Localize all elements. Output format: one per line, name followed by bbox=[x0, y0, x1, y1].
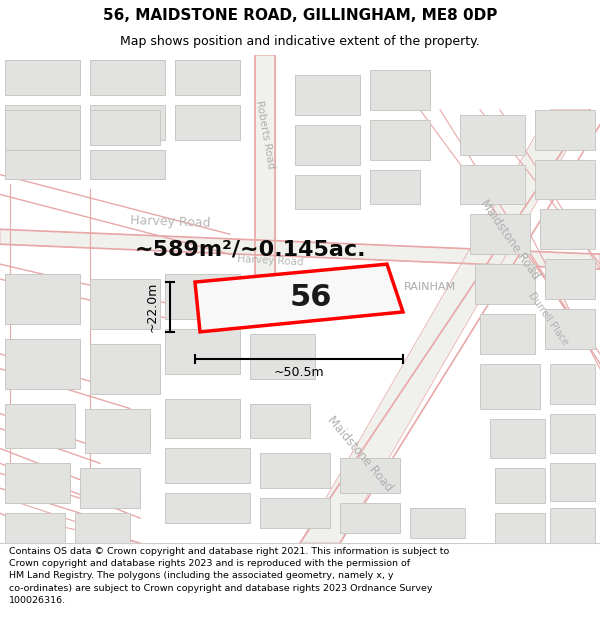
Text: 56: 56 bbox=[290, 283, 332, 312]
Text: Harvey Road: Harvey Road bbox=[236, 254, 304, 268]
Polygon shape bbox=[165, 274, 240, 319]
Polygon shape bbox=[295, 125, 360, 164]
Polygon shape bbox=[85, 409, 150, 453]
Polygon shape bbox=[410, 508, 465, 538]
Polygon shape bbox=[5, 513, 65, 543]
Polygon shape bbox=[5, 339, 80, 389]
Text: Durrell Place: Durrell Place bbox=[526, 291, 570, 348]
Polygon shape bbox=[475, 264, 535, 304]
Polygon shape bbox=[165, 329, 240, 374]
Polygon shape bbox=[80, 468, 140, 508]
Polygon shape bbox=[550, 463, 595, 501]
Polygon shape bbox=[460, 164, 525, 204]
Text: ~589m²/~0.145ac.: ~589m²/~0.145ac. bbox=[134, 239, 366, 259]
Polygon shape bbox=[5, 110, 80, 149]
Polygon shape bbox=[540, 209, 595, 249]
Polygon shape bbox=[5, 463, 70, 503]
Polygon shape bbox=[250, 334, 315, 379]
Text: Maidstone Road: Maidstone Road bbox=[325, 413, 395, 494]
Polygon shape bbox=[295, 75, 360, 115]
Polygon shape bbox=[90, 149, 165, 179]
Polygon shape bbox=[165, 448, 250, 483]
Polygon shape bbox=[255, 55, 275, 274]
Polygon shape bbox=[370, 120, 430, 159]
Polygon shape bbox=[340, 458, 400, 493]
Polygon shape bbox=[535, 159, 595, 199]
Text: ~22.0m: ~22.0m bbox=[146, 282, 158, 332]
Polygon shape bbox=[460, 115, 525, 154]
Polygon shape bbox=[550, 414, 595, 453]
Polygon shape bbox=[250, 279, 310, 319]
Polygon shape bbox=[165, 399, 240, 438]
Text: Map shows position and indicative extent of the property.: Map shows position and indicative extent… bbox=[120, 35, 480, 48]
Polygon shape bbox=[75, 513, 130, 543]
Polygon shape bbox=[300, 110, 590, 543]
Polygon shape bbox=[5, 60, 80, 95]
Polygon shape bbox=[250, 404, 310, 438]
Polygon shape bbox=[0, 229, 600, 269]
Polygon shape bbox=[90, 344, 160, 394]
Text: Contains OS data © Crown copyright and database right 2021. This information is : Contains OS data © Crown copyright and d… bbox=[9, 547, 449, 605]
Polygon shape bbox=[295, 174, 360, 209]
Text: RAINHAM: RAINHAM bbox=[404, 282, 456, 292]
Polygon shape bbox=[370, 70, 430, 110]
Polygon shape bbox=[260, 453, 330, 488]
Text: Harvey Road: Harvey Road bbox=[130, 214, 211, 230]
Polygon shape bbox=[5, 149, 80, 179]
Polygon shape bbox=[5, 105, 80, 139]
Polygon shape bbox=[5, 404, 75, 448]
Polygon shape bbox=[495, 468, 545, 503]
Polygon shape bbox=[90, 110, 160, 144]
Polygon shape bbox=[90, 279, 160, 329]
Polygon shape bbox=[165, 493, 250, 523]
Polygon shape bbox=[550, 364, 595, 404]
Polygon shape bbox=[480, 364, 540, 409]
Polygon shape bbox=[535, 110, 595, 149]
Polygon shape bbox=[340, 503, 400, 533]
Polygon shape bbox=[490, 419, 545, 458]
Polygon shape bbox=[260, 498, 330, 528]
Polygon shape bbox=[470, 214, 530, 254]
Text: Roberts Road: Roberts Road bbox=[254, 100, 276, 169]
Polygon shape bbox=[175, 60, 240, 95]
Polygon shape bbox=[195, 264, 403, 332]
Polygon shape bbox=[175, 105, 240, 139]
Polygon shape bbox=[370, 169, 420, 204]
Polygon shape bbox=[90, 60, 165, 95]
Text: 56, MAIDSTONE ROAD, GILLINGHAM, ME8 0DP: 56, MAIDSTONE ROAD, GILLINGHAM, ME8 0DP bbox=[103, 8, 497, 23]
Polygon shape bbox=[545, 259, 595, 299]
Polygon shape bbox=[495, 513, 545, 543]
Text: Maidstone Road: Maidstone Road bbox=[478, 197, 542, 282]
Polygon shape bbox=[5, 274, 80, 324]
Polygon shape bbox=[550, 508, 595, 543]
Polygon shape bbox=[90, 105, 165, 139]
Polygon shape bbox=[545, 309, 595, 349]
Polygon shape bbox=[480, 314, 535, 354]
Text: ~50.5m: ~50.5m bbox=[274, 366, 325, 379]
